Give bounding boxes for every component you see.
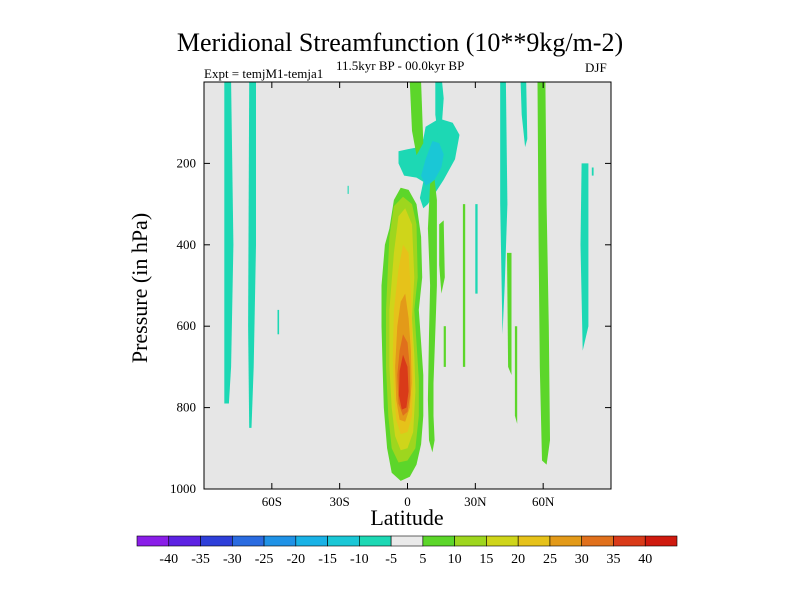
contour-green-column-15n — [443, 326, 446, 367]
colorbar-label: 15 — [479, 552, 493, 567]
colorbar-box — [263, 535, 297, 547]
colorbar-box — [613, 535, 646, 547]
colorbar-box — [390, 535, 424, 547]
colorbar-label: 5 — [419, 552, 426, 567]
colorbar-label: 35 — [606, 552, 620, 567]
contour-green-column-60n — [537, 82, 550, 465]
contour-positive-35 — [398, 354, 409, 410]
y-tick-label: 800 — [177, 400, 197, 415]
colorbar-label: -15 — [318, 552, 337, 567]
contour-green-column-47n — [514, 326, 518, 424]
y-tick-label: 200 — [177, 155, 197, 170]
colorbar: -40 -35 -30 -25 -20 -15 -10 -5 5 10 15 20 25 30 35 40 — [136, 535, 678, 567]
colorbar-box — [359, 535, 392, 547]
y-tick-label: 400 — [177, 237, 197, 252]
colorbar-box — [581, 535, 614, 547]
contour-neg-band-30n — [475, 204, 478, 294]
colorbar-box — [168, 535, 201, 547]
chart-title: Meridional Streamfunction (10**9kg/m-2) — [176, 28, 624, 57]
colorbar-box — [644, 535, 678, 547]
y-tick-label: 1000 — [170, 481, 196, 496]
x-tick-label: 30S — [330, 494, 350, 509]
colorbar-label: -20 — [286, 552, 305, 567]
colorbar-label: -40 — [159, 552, 178, 567]
colorbar-box — [200, 535, 233, 547]
y-axis-ticks: 200 400 600 800 1000 — [170, 155, 611, 496]
colorbar-box — [486, 535, 519, 547]
contour-neg-band-40n — [500, 82, 508, 335]
colorbar-label: 30 — [575, 552, 589, 567]
contour-green-column-13n — [439, 220, 445, 294]
contour-regions — [224, 82, 594, 481]
time-range-label: 11.5kyr BP - 00.0kyr BP — [336, 58, 465, 73]
colorbar-label: -5 — [385, 552, 397, 567]
contour-negative-band-70s — [224, 82, 234, 404]
contour-green-column-26n — [462, 204, 466, 367]
contour-upper-cell-inner — [421, 141, 444, 186]
colorbar-box — [454, 535, 487, 547]
contour-neg-speck-80n — [591, 167, 594, 176]
contour-neg-band-48n — [520, 82, 528, 148]
x-tick-label: 30N — [464, 494, 487, 509]
contour-green-column-43n — [507, 252, 512, 375]
x-tick-label: 0 — [404, 494, 411, 509]
colorbar-box — [422, 535, 455, 547]
contour-negative-band-65s — [248, 82, 256, 428]
contour-negative-speck-60s — [277, 309, 280, 335]
colorbar-label: -35 — [191, 552, 210, 567]
x-tick-label: 60S — [262, 494, 282, 509]
colorbar-label: 10 — [448, 552, 462, 567]
colorbar-label: 20 — [511, 552, 525, 567]
x-axis-ticks: 60S 30S 0 30N 60N — [262, 82, 555, 509]
x-axis-label: Latitude — [370, 505, 444, 530]
season-label: DJF — [585, 60, 607, 75]
experiment-label: Expt = temjM1-temja1 — [204, 66, 324, 81]
colorbar-label: -10 — [350, 552, 369, 567]
contour-green-column-8n — [427, 179, 437, 453]
colorbar-box — [517, 535, 551, 547]
y-tick-label: 600 — [177, 318, 197, 333]
colorbar-box — [327, 535, 360, 547]
x-tick-label: 60N — [532, 494, 555, 509]
colorbar-label: -30 — [223, 552, 242, 567]
colorbar-label: -25 — [255, 552, 274, 567]
colorbar-box — [295, 535, 328, 547]
contour-negative-speck-25s — [347, 185, 349, 194]
colorbar-label: 25 — [543, 552, 557, 567]
contour-green-tongue-0 — [409, 82, 424, 156]
contour-neg-band-78n — [580, 163, 589, 351]
contour-neg-band-10n — [435, 82, 444, 135]
colorbar-label: 40 — [638, 552, 652, 567]
colorbar-box — [136, 535, 170, 547]
colorbar-box — [549, 535, 583, 547]
colorbar-box — [231, 535, 265, 547]
